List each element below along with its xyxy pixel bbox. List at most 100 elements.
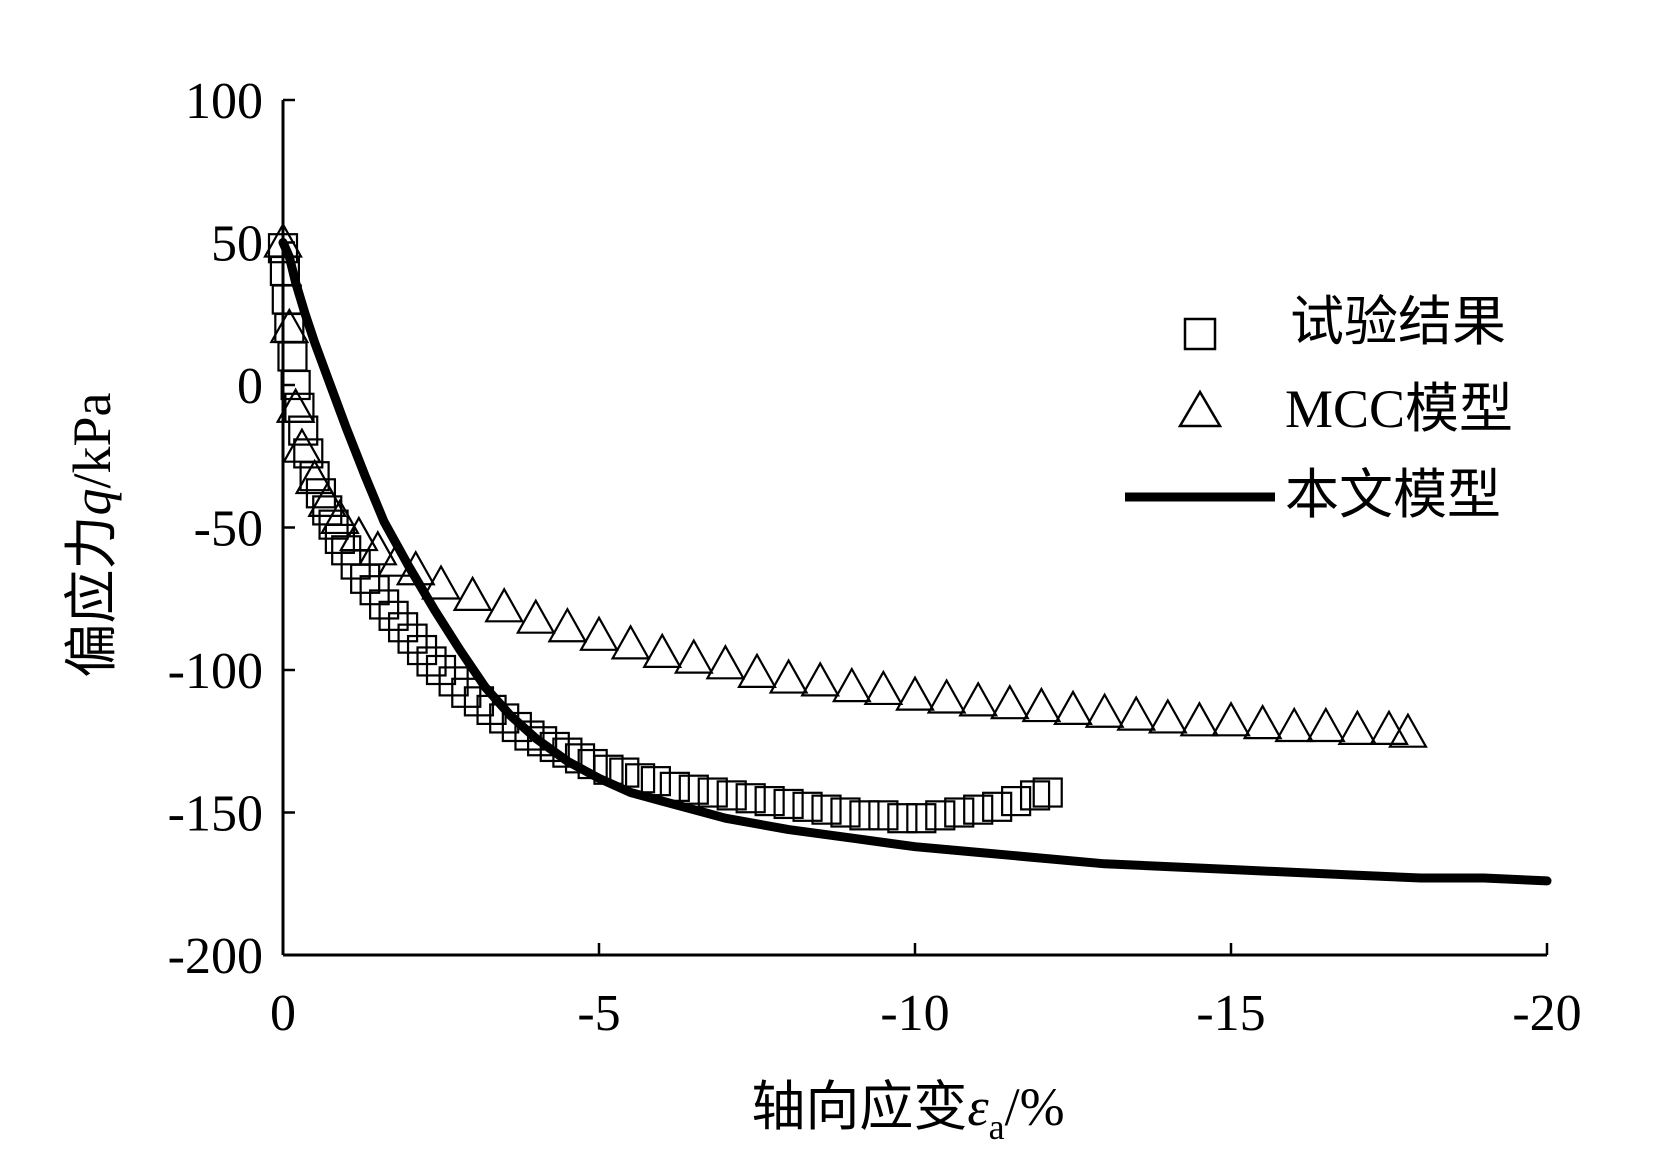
x-axis-title: 轴向应变εa/% (751, 1077, 1064, 1147)
data-point-square (514, 720, 545, 751)
data-point-square (378, 600, 409, 631)
data-point-square (1001, 785, 1032, 817)
data-point-triangle (863, 669, 904, 706)
data-point-square (887, 803, 918, 834)
x-tick-label: -20 (1512, 985, 1581, 1042)
data-point-triangle (926, 678, 967, 714)
legend-triangle-marker (1177, 389, 1223, 428)
data-point-triangle (895, 675, 935, 711)
data-point-triangle (1053, 689, 1093, 726)
x-tick-label: -10 (880, 985, 949, 1042)
data-point-square (387, 612, 419, 643)
series-1 (263, 222, 1428, 748)
x-tick-label: 0 (270, 985, 296, 1042)
y-axis-title-label: 偏应力 (62, 516, 122, 678)
data-point-square (678, 774, 709, 805)
data-point-square (944, 797, 975, 828)
data-point-triangle (282, 427, 322, 463)
data-point-triangle (1242, 703, 1283, 740)
data-point-triangle (958, 681, 999, 717)
legend-label-test-results: 试验结果 (1290, 292, 1506, 352)
data-point-square (811, 794, 842, 825)
x-tick-label: -5 (577, 985, 620, 1042)
data-point-square (773, 788, 804, 820)
data-point-triangle (1274, 706, 1315, 743)
data-point-square (527, 726, 558, 757)
axes (281, 100, 1547, 957)
data-point-triangle (1147, 698, 1188, 734)
y-tick-label: -50 (194, 501, 263, 558)
data-point-square (849, 800, 880, 831)
legend-square-marker (1183, 317, 1217, 351)
data-point-square (963, 794, 994, 825)
data-point-square (1019, 780, 1051, 811)
data-point-triangle (800, 661, 841, 697)
svg-text:偏应力q/kPa: 偏应力q/kPa (62, 392, 122, 677)
y-axis-title-unit: /kPa (62, 392, 122, 488)
legend-item-test-results: 试验结果 (1183, 292, 1506, 352)
data-point-triangle (421, 564, 461, 600)
series-2 (278, 238, 1552, 886)
y-axis-title-symbol: q (62, 489, 122, 516)
y-tick-label: 100 (185, 73, 263, 130)
data-point-triangle (319, 498, 360, 535)
x-axis-title-subscript: a (989, 1107, 1005, 1147)
legend-item-this-model: 本文模型 (1125, 465, 1501, 525)
legend-item-mcc-model: MCC模型 (1177, 379, 1513, 439)
data-point-triangle (705, 644, 746, 680)
data-point-triangle (768, 658, 809, 694)
data-point-square (406, 634, 438, 666)
series-layer (263, 222, 1552, 886)
data-point-square (369, 589, 400, 620)
data-point-triangle (737, 652, 777, 688)
data-point-triangle (547, 607, 588, 643)
ticks: 0 -5 -10 -15 -20 100 50 0 -50 -100 -150 -200 (168, 73, 1582, 1042)
data-point-triangle (1369, 709, 1409, 745)
data-point-triangle (338, 515, 379, 552)
data-point-square (754, 785, 785, 817)
data-point-triangle (642, 632, 683, 669)
data-point-square (716, 780, 747, 811)
data-point-square (982, 791, 1013, 822)
data-point-square (659, 771, 690, 802)
x-axis-title-symbol: ε (967, 1077, 989, 1137)
y-tick-label: 50 (211, 216, 263, 273)
data-point-square (735, 783, 766, 814)
y-tick-label: -150 (168, 786, 263, 843)
data-point-square (906, 803, 937, 834)
x-tick-label: -15 (1196, 985, 1265, 1042)
legend: 试验结果 MCC模型 本文模型 (1125, 292, 1513, 525)
data-point-square (697, 777, 728, 808)
data-point-triangle (610, 624, 651, 660)
data-point-square (792, 791, 823, 822)
data-point-triangle (269, 307, 310, 344)
data-point-triangle (294, 458, 335, 495)
data-point-triangle (357, 530, 398, 566)
data-point-triangle (673, 638, 714, 674)
data-point-square (1032, 777, 1063, 808)
x-axis-title-label: 轴向应变 (751, 1077, 967, 1137)
x-axis-title-unit: /% (1005, 1077, 1065, 1137)
data-point-square (416, 646, 447, 677)
data-point-triangle (1179, 701, 1220, 737)
data-point-triangle (1337, 709, 1378, 745)
data-point-triangle (1021, 686, 1062, 723)
data-point-square (425, 654, 457, 686)
y-tick-label: -100 (168, 643, 263, 700)
data-point-square (397, 623, 428, 654)
data-point-triangle (307, 481, 348, 517)
series-line (278, 238, 1552, 886)
data-point-square (288, 415, 319, 446)
y-tick-label: -200 (168, 928, 263, 985)
data-point-square (451, 677, 482, 708)
data-point-triangle (1305, 706, 1346, 743)
y-axis-title: 偏应力q/kPa (62, 392, 122, 677)
legend-label-mcc-model: MCC模型 (1285, 379, 1513, 439)
legend-label-this-model: 本文模型 (1285, 465, 1501, 525)
data-point-triangle (831, 666, 872, 703)
data-point-triangle (452, 575, 493, 612)
y-tick-label: 0 (237, 358, 263, 415)
data-point-triangle (515, 598, 556, 634)
data-point-triangle (1211, 701, 1251, 737)
